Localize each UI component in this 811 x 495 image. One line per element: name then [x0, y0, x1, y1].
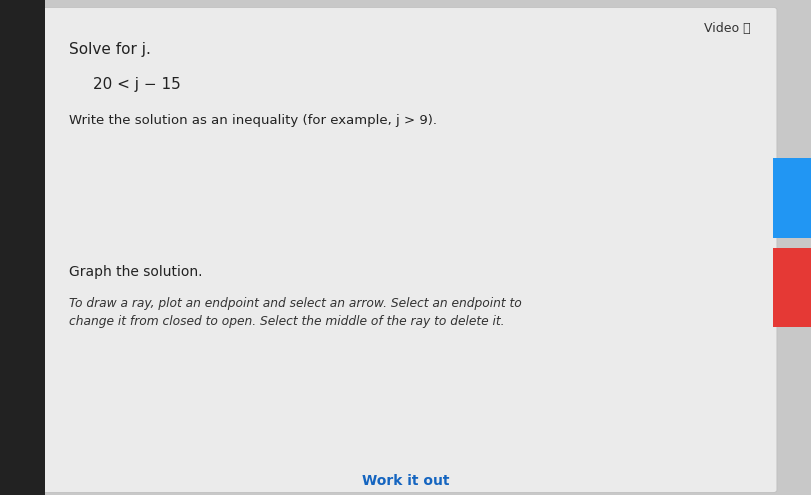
- Text: 30: 30: [522, 383, 538, 396]
- FancyBboxPatch shape: [155, 204, 207, 247]
- FancyBboxPatch shape: [110, 204, 163, 247]
- Text: Solve for j.: Solve for j.: [69, 42, 151, 57]
- Text: =: =: [263, 218, 276, 233]
- FancyBboxPatch shape: [67, 204, 118, 247]
- Text: -5: -5: [103, 383, 115, 396]
- Text: Write the solution as an inequality (for example, j > 9).: Write the solution as an inequality (for…: [69, 114, 437, 127]
- Text: 25: 25: [461, 383, 478, 396]
- Text: ≥: ≥: [219, 218, 231, 233]
- Text: 35: 35: [582, 383, 598, 396]
- Text: 45: 45: [702, 383, 719, 396]
- Text: 20 < j − 15: 20 < j − 15: [93, 77, 181, 92]
- Text: >: >: [131, 218, 143, 233]
- Text: 10: 10: [281, 383, 298, 396]
- Text: 5: 5: [225, 383, 234, 396]
- Text: Video ⓖ: Video ⓖ: [704, 22, 750, 35]
- Text: 0: 0: [165, 383, 173, 396]
- FancyBboxPatch shape: [62, 406, 202, 453]
- Text: Graph the solution.: Graph the solution.: [69, 265, 203, 279]
- Text: Submit: Submit: [101, 422, 162, 437]
- Text: 40: 40: [642, 383, 658, 396]
- Text: <: <: [86, 218, 99, 233]
- Text: Work it out: Work it out: [362, 474, 449, 488]
- Text: 15: 15: [341, 383, 358, 396]
- Text: ≤: ≤: [174, 218, 187, 233]
- FancyBboxPatch shape: [199, 204, 251, 247]
- Text: To draw a ray, plot an endpoint and select an arrow. Select an endpoint to
chang: To draw a ray, plot an endpoint and sele…: [69, 297, 521, 328]
- Text: 20: 20: [401, 383, 418, 396]
- FancyBboxPatch shape: [243, 204, 295, 247]
